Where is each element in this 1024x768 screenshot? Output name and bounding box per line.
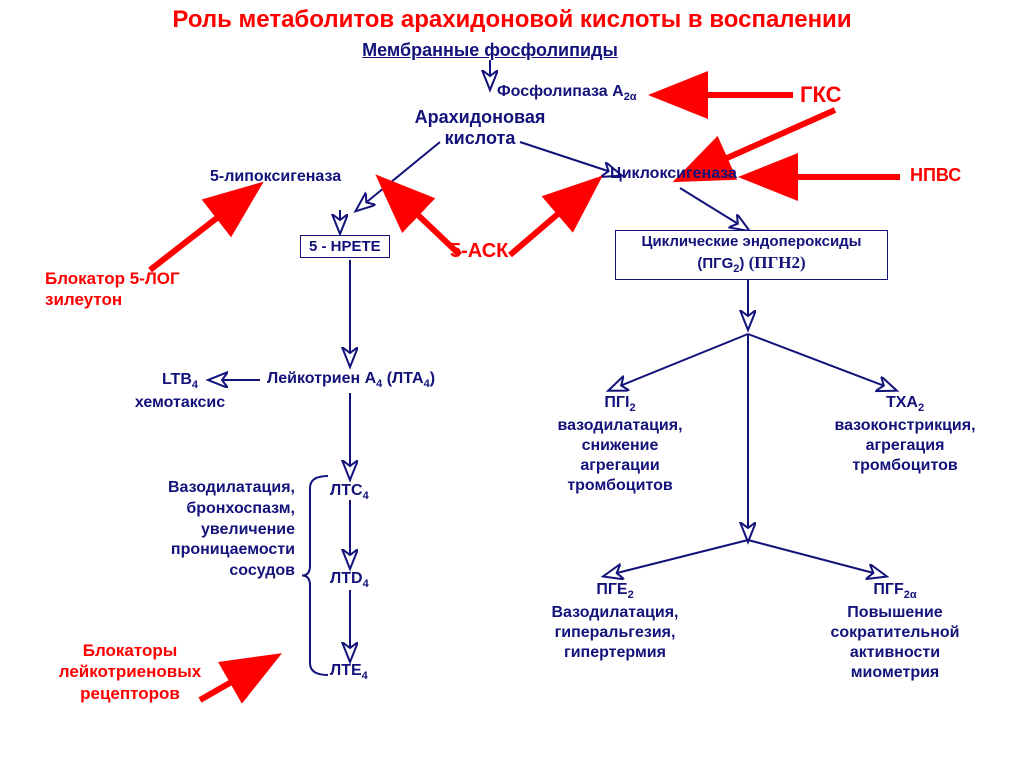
ltc4-l: ЛТС [330, 482, 363, 499]
pgf2a-d1: Повышение [800, 603, 990, 623]
node-leukotriene-a4: Лейкотриен А4 (ЛТА4) [267, 370, 435, 390]
phospholipase-label: Фосфолипаза А [497, 83, 624, 100]
pgf2a-d4: миометрия [800, 663, 990, 683]
eff-l3: увеличение [120, 520, 295, 541]
cyclic-l2b: (ПГН2) [749, 253, 806, 272]
node-arachidonic-acid: Арахидоновая кислота [395, 107, 565, 149]
blt-l2: лейкотриеновых [40, 661, 220, 682]
blocker-5log-l2: зилеутон [45, 289, 180, 310]
la4-cl: ) [430, 370, 435, 387]
node-lipoxygenase: 5-липоксигеназа [210, 168, 341, 186]
pge2-d1: Вазодилатация, [530, 603, 700, 623]
pgi2-d1: вазодилатация, [540, 416, 700, 436]
node-cyclooxygenase: Циклоксигеназа [610, 165, 737, 183]
eff-l5: сосудов [120, 561, 295, 582]
pgi2-d4: тромбоцитов [540, 476, 700, 496]
cyclic-l2a-close: ) [739, 255, 744, 272]
pgf2a-d3: активности [800, 643, 990, 663]
pgi2-s: 2 [629, 402, 635, 414]
pgf2a-l: ПГF [873, 581, 903, 598]
ltd4-l: ЛТD [330, 570, 363, 587]
node-lt-effects: Вазодилатация, бронхоспазм, увеличение п… [120, 478, 295, 582]
pgf2a-d2: сократительной [800, 623, 990, 643]
ltb4-l: LTB [162, 371, 192, 388]
cyclic-l2: (ПГG2) (ПГН2) [624, 252, 879, 277]
eff-l2: бронхоспазм, [120, 499, 295, 520]
pge2-l: ПГЕ [596, 581, 627, 598]
eff-l4: проницаемости [120, 540, 295, 561]
node-txa2: ТХА2 вазоконстрикция, агрегация тромбоци… [815, 393, 995, 476]
node-blocker-lt-receptors: Блокаторы лейкотриеновых рецепторов [40, 640, 220, 704]
arachidonic-l1: Арахидоновая [395, 107, 565, 128]
node-phospholipase: Фосфолипаза А2α [497, 83, 637, 103]
node-pgi2: ПГІ2 вазодилатация, снижение агрегации т… [540, 393, 700, 496]
phospholipase-sub: 2α [624, 91, 637, 103]
ltd4-s: 4 [363, 578, 369, 590]
pge2-d2: гиперальгезия, [530, 623, 700, 643]
node-nsaid: НПВС [910, 165, 961, 186]
txa2-d1: вазоконстрикция, [815, 416, 995, 436]
node-pgf2a: ПГF2α Повышение сократительной активност… [800, 580, 990, 683]
ltb4-chemo: хемотаксис [130, 393, 230, 413]
node-membrane-phospholipids: Мембранные фосфолипиды [320, 40, 660, 61]
node-ltc4: ЛТС4 [330, 482, 369, 502]
pgf2a-s: 2α [904, 589, 917, 601]
pge2-d3: гипертермия [530, 643, 700, 663]
cyclic-l1: Циклические эндопероксиды [624, 233, 879, 252]
txa2-d3: тромбоцитов [815, 456, 995, 476]
pgi2-l: ПГІ [604, 394, 629, 411]
la4-a: Лейкотриен А [267, 370, 376, 387]
txa2-l: ТХА [886, 394, 918, 411]
node-ltd4: ЛТD4 [330, 570, 369, 590]
blt-l1: Блокаторы [40, 640, 220, 661]
node-blocker-5log: Блокатор 5-ЛОГ зилеутон [45, 268, 180, 311]
txa2-s: 2 [918, 402, 924, 414]
node-ltb4: LTB4 хемотаксис [130, 370, 230, 413]
node-5-hpete: 5 - НРЕТЕ [300, 235, 390, 258]
la4-p: (ЛТА [382, 370, 423, 387]
eff-l1: Вазодилатация, [120, 478, 295, 499]
cyclic-l2a: (ПГG [697, 255, 733, 272]
txa2-d2: агрегация [815, 436, 995, 456]
ltb4-s: 4 [192, 379, 198, 391]
blt-l3: рецепторов [40, 683, 220, 704]
lte4-l: ЛТЕ [330, 662, 362, 679]
pgi2-d3: агрегации [540, 456, 700, 476]
ltc4-s: 4 [363, 490, 369, 502]
blocker-5log-l1: Блокатор 5-ЛОГ [45, 268, 180, 289]
node-lte4: ЛТЕ4 [330, 662, 368, 682]
node-5-ask: 5-АСК [450, 240, 508, 263]
diagram-title: Роль метаболитов арахидоновой кислоты в … [0, 6, 1024, 34]
arachidonic-l2: кислота [395, 128, 565, 149]
node-pge2: ПГЕ2 Вазодилатация, гиперальгезия, гипер… [530, 580, 700, 663]
node-gks: ГКС [800, 82, 842, 108]
pgi2-d2: снижение [540, 436, 700, 456]
node-cyclic-endoperoxides: Циклические эндопероксиды (ПГG2) (ПГН2) [615, 230, 888, 280]
pge2-s: 2 [628, 589, 634, 601]
lte4-s: 4 [362, 670, 368, 682]
